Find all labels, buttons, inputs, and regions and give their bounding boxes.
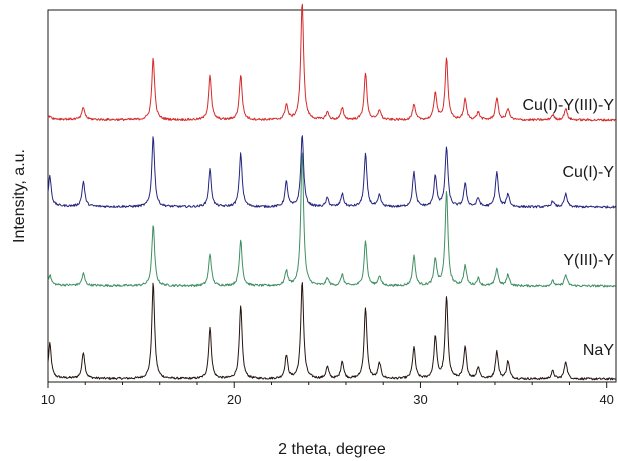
x-axis-title: 2 theta, degree bbox=[278, 441, 386, 458]
series-line-nay bbox=[47, 282, 616, 381]
x-tick-label-20: 20 bbox=[227, 392, 241, 407]
x-tick-label-30: 30 bbox=[413, 392, 427, 407]
x-axis-ticks: 10 20 30 40 bbox=[41, 382, 614, 407]
series-label-cu-i-y-iii-y: Cu(I)-Y(III)-Y bbox=[522, 97, 614, 114]
series-layer bbox=[47, 3, 617, 381]
series-label-y-iii-y: Y(III)-Y bbox=[563, 252, 614, 269]
x-tick-label-40: 40 bbox=[599, 392, 613, 407]
series-line-cu-i-y bbox=[47, 135, 617, 209]
series-label-nay: NaY bbox=[583, 342, 614, 359]
y-axis-title: Intensity, a.u. bbox=[11, 149, 28, 243]
series-label-cu-i-y: Cu(I)-Y bbox=[562, 164, 614, 181]
series-line-y-iii-y bbox=[47, 152, 616, 288]
x-tick-label-10: 10 bbox=[41, 392, 55, 407]
plot-frame bbox=[47, 9, 617, 383]
series-line-cu-i-y-iii-y bbox=[47, 3, 616, 122]
series-labels: NaY Y(III)-Y Cu(I)-Y Cu(I)-Y(III)-Y bbox=[522, 97, 614, 359]
